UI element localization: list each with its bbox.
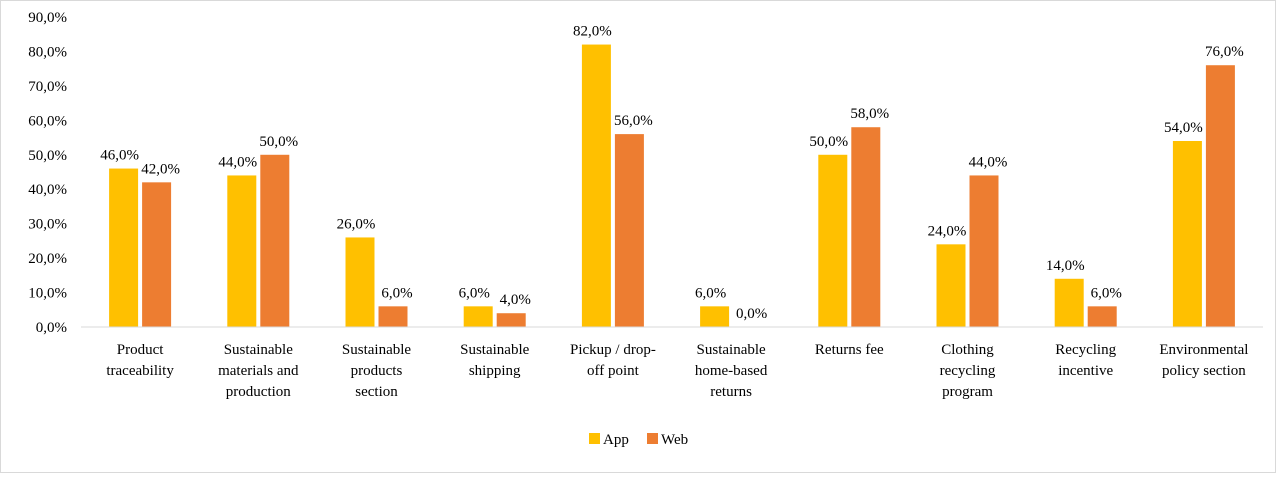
x-category-label: Recycling incentive [1055, 342, 1116, 379]
data-label-app: 6,0% [695, 285, 726, 301]
bar-web [496, 313, 526, 327]
bar-app [581, 44, 611, 328]
bar-app [1054, 278, 1084, 327]
y-tick-label: 30,0% [28, 217, 67, 233]
data-label-web: 44,0% [969, 154, 1008, 170]
bar-web [1205, 65, 1235, 327]
bar-app [109, 168, 139, 327]
bar-app [227, 175, 257, 327]
bar-web [851, 127, 881, 327]
data-label-web: 56,0% [614, 113, 653, 129]
data-label-app: 6,0% [459, 285, 490, 301]
bar-app [463, 306, 493, 327]
data-label-web: 6,0% [1091, 285, 1122, 301]
y-tick-label: 50,0% [28, 148, 67, 164]
data-labels: 46,0%42,0% 44,0%50,0%26,0%6,0% 6,0% 4,0%82,… [100, 24, 1244, 322]
bar-web [969, 175, 999, 327]
data-label-app: 26,0% [337, 216, 376, 232]
x-category-label: Clothing recycling program [940, 342, 996, 400]
bar-app [345, 237, 375, 327]
y-tick-label: 90,0% [28, 10, 67, 26]
x-category-label: Pickup / drop-off point [570, 342, 656, 379]
x-category-label: Sustainable materials and production [218, 342, 299, 400]
x-category-label: Sustainable shipping [460, 342, 529, 379]
x-axis-labels: Product traceability Sustainable materials … [106, 342, 1248, 400]
data-label-app: 14,0% [1046, 258, 1085, 274]
bar-web [260, 154, 290, 327]
legend: App Web [589, 432, 688, 448]
legend-label-web: Web [661, 432, 688, 448]
data-label-web: 76,0% [1205, 44, 1244, 60]
bar-app [1172, 141, 1202, 327]
bar-web [1087, 306, 1117, 327]
data-label-app: 24,0% [928, 223, 967, 239]
bar-web [614, 134, 644, 327]
data-label-app: 54,0% [1164, 120, 1203, 136]
x-category-label: Product traceability [106, 342, 174, 379]
y-tick-label: 20,0% [28, 251, 67, 267]
legend-swatch-app [589, 433, 600, 444]
data-label-app: 44,0% [218, 154, 257, 170]
bar-app [818, 154, 848, 327]
y-tick-label: 10,0% [28, 286, 67, 302]
data-label-web: 6,0% [381, 285, 412, 301]
y-tick-label: 0,0% [36, 320, 67, 336]
y-tick-label: 70,0% [28, 79, 67, 95]
data-label-web: 4,0% [500, 292, 531, 308]
x-category-label: Returns fee [815, 342, 884, 358]
bar-web [142, 182, 172, 327]
y-tick-label: 80,0% [28, 44, 67, 60]
bar-app [936, 244, 966, 327]
y-tick-label: 60,0% [28, 113, 67, 129]
data-label-web: 50,0% [259, 134, 298, 150]
x-category-label: Sustainable products section [342, 342, 411, 400]
data-label-app: 82,0% [573, 24, 612, 40]
bar-web [378, 306, 408, 327]
data-label-app: 50,0% [809, 134, 848, 150]
y-tick-label: 40,0% [28, 182, 67, 198]
data-label-web: 0,0% [736, 306, 767, 322]
x-category-label: Environmental policy section [1159, 342, 1248, 379]
data-label-app: 46,0% [100, 148, 139, 164]
legend-swatch-web [647, 433, 658, 444]
bars [109, 44, 1235, 328]
y-axis: 0,0% 10,0% 20,0% 30,0% 40,0% 50,0% 60,0% 70,0% 8… [28, 10, 67, 336]
data-label-web: 58,0% [850, 106, 889, 122]
bar-app [700, 306, 730, 327]
x-category-label: Sustainable home-based returns [695, 342, 768, 400]
data-label-web: 42,0% [141, 161, 180, 177]
legend-label-app: App [603, 432, 629, 448]
